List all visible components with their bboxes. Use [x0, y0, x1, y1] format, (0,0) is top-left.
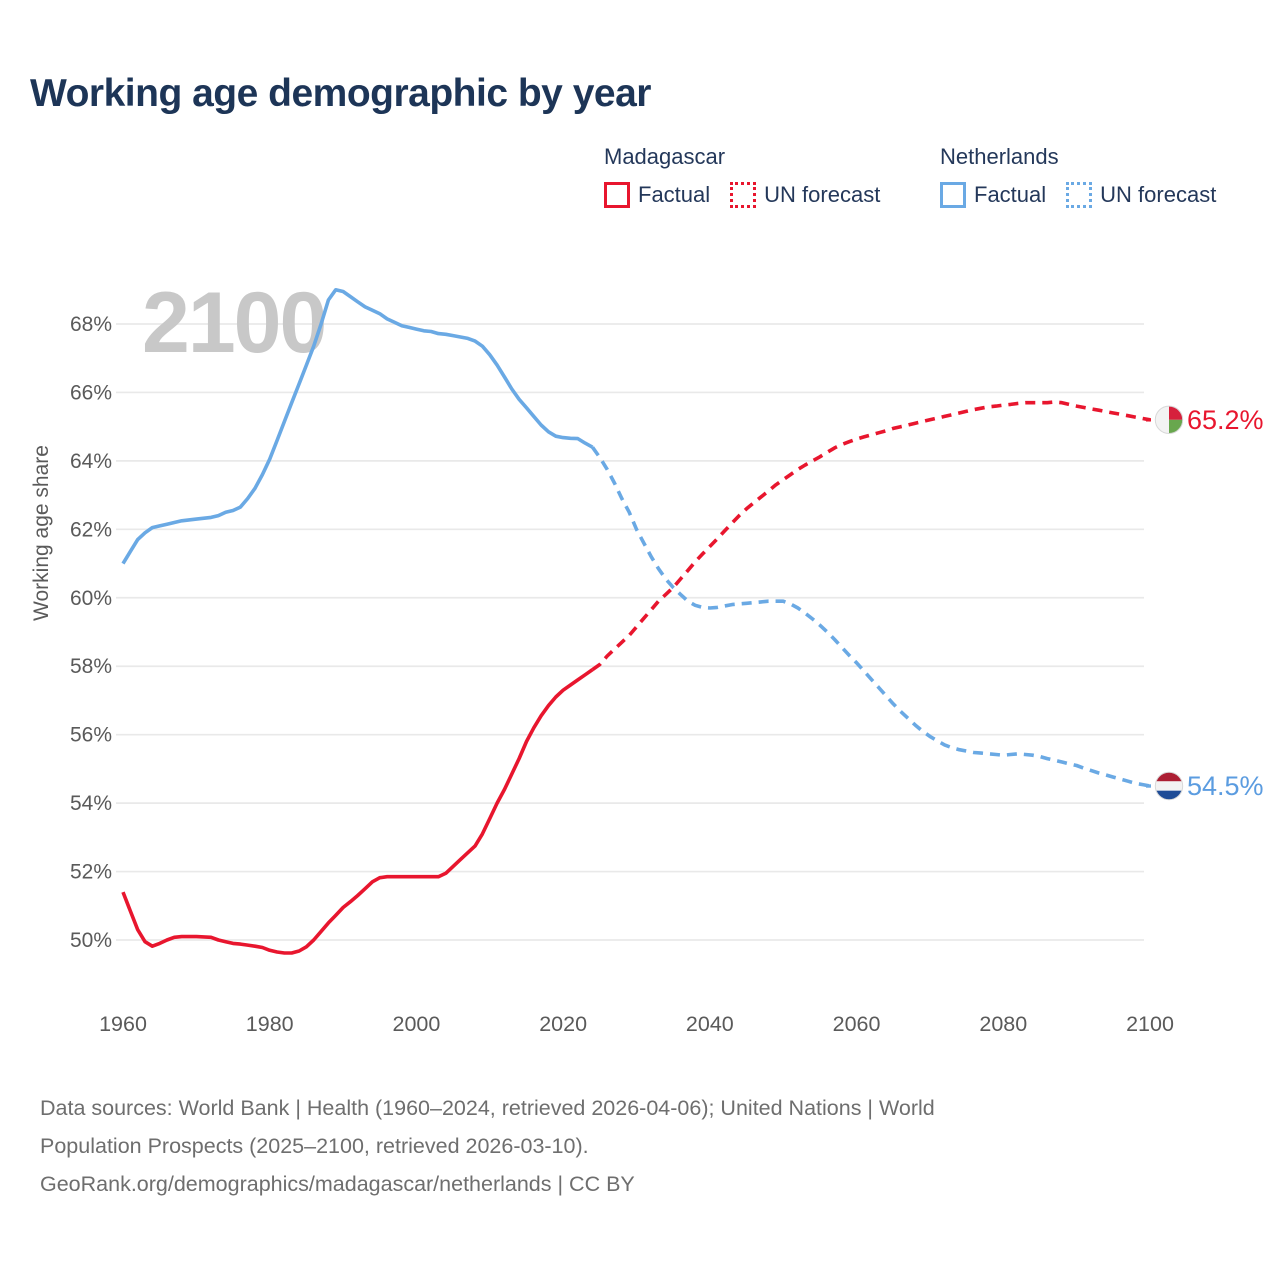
- y-tick-label: 50%: [70, 929, 112, 952]
- y-tick-label: 62%: [70, 518, 112, 541]
- end-value-label: 54.5%: [1187, 771, 1264, 801]
- legend-label-factual: Factual: [974, 182, 1047, 207]
- series-line-netherlands-forecast[interactable]: [591, 446, 1151, 788]
- series-line-madagascar-forecast[interactable]: [591, 400, 1151, 672]
- y-tick-label: 52%: [70, 861, 112, 884]
- legend-swatch-dotted-icon: [1066, 182, 1093, 208]
- x-tick-label: 2100: [1126, 1012, 1174, 1036]
- footer-line: Data sources: World Bank | Health (1960–…: [40, 1096, 935, 1120]
- legend-item-netherlands-forecast[interactable]: UN forecast: [1066, 182, 1216, 208]
- data-sources-footer: Data sources: World Bank | Health (1960–…: [40, 1089, 1220, 1203]
- legend-label-forecast: UN forecast: [764, 182, 881, 207]
- flag-border: [1154, 405, 1184, 435]
- page-title: Working age demographic by year: [30, 72, 651, 115]
- legend-swatch-dotted-icon: [730, 182, 757, 208]
- legend-group-madagascar: Madagascar Factual UN forecast: [604, 144, 880, 208]
- line-chart: 50% 52% 54% 56% 58% 60% 62% 64% 66% 68% 1960 1980 20…: [30, 275, 1264, 1036]
- end-value-label: 65.2%: [1187, 405, 1264, 435]
- footer-line: GeoRank.org/demographics/madagascar/neth…: [40, 1172, 635, 1196]
- x-tick-label: 2080: [979, 1012, 1027, 1036]
- x-tick-label: 1980: [246, 1012, 294, 1036]
- y-tick-label: 58%: [70, 655, 112, 678]
- watermark-year: 2100: [142, 275, 325, 371]
- legend-country-madagascar: Madagascar: [604, 144, 726, 169]
- y-tick-label: 60%: [70, 587, 112, 610]
- flag-netherlands-icon: [1155, 772, 1183, 800]
- legend-item-madagascar-forecast[interactable]: UN forecast: [730, 182, 880, 208]
- legend-item-netherlands-factual[interactable]: Factual: [940, 182, 1046, 208]
- x-tick-label: 2020: [539, 1012, 587, 1036]
- legend-row-madagascar: Factual UN forecast: [604, 182, 880, 208]
- footer-line: Population Prospects (2025–2100, retriev…: [40, 1134, 589, 1158]
- flag-border: [1154, 771, 1184, 801]
- series-line-netherlands-factual[interactable]: [121, 288, 594, 565]
- legend-row-netherlands: Factual UN forecast: [940, 182, 1216, 208]
- y-tick-label: 64%: [70, 450, 112, 473]
- legend-group-netherlands: Netherlands Factual UN forecast: [940, 144, 1216, 208]
- y-tick-label: 66%: [70, 381, 112, 404]
- legend-label-forecast: UN forecast: [1100, 182, 1217, 207]
- x-tick-label: 1960: [99, 1012, 147, 1036]
- legend-country-netherlands: Netherlands: [940, 144, 1059, 169]
- y-tick-label: 56%: [70, 724, 112, 747]
- x-tick-label: 2000: [393, 1012, 441, 1036]
- legend-swatch-solid-icon: [604, 182, 630, 208]
- y-tick-label: 68%: [70, 313, 112, 336]
- legend: Madagascar Factual UN forecast Netherlan…: [0, 144, 1280, 224]
- y-tick-label: 54%: [70, 792, 112, 815]
- series-line-madagascar-factual[interactable]: [121, 668, 594, 955]
- legend-swatch-solid-icon: [940, 182, 966, 208]
- y-axis-title: Working age share: [30, 445, 53, 621]
- legend-label-factual: Factual: [638, 182, 711, 207]
- legend-item-madagascar-factual[interactable]: Factual: [604, 182, 710, 208]
- x-tick-label: 2060: [833, 1012, 881, 1036]
- x-tick-label: 2040: [686, 1012, 734, 1036]
